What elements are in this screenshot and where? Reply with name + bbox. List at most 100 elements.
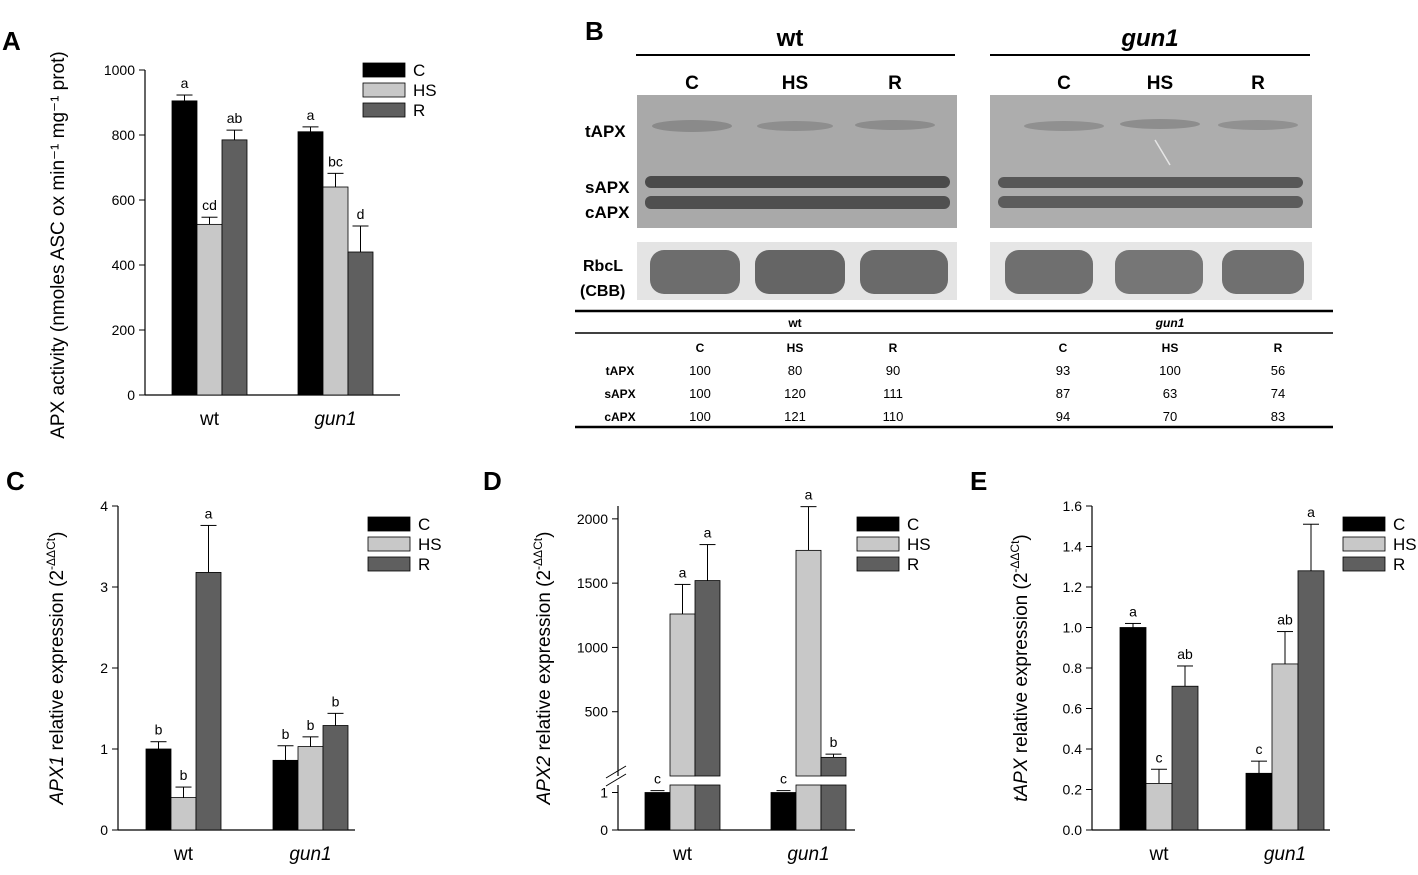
panel-b-blot: wt gun1 C HS R C HS R tAPX sAPX cAPX Rbc…: [575, 25, 1333, 429]
blot-loading-wt: [637, 242, 957, 300]
panel-d-bar-lower-wt-hs: [669, 784, 696, 831]
panel-a-legend-label-c: C: [413, 61, 425, 80]
table-cell: 94: [1056, 409, 1070, 424]
blot-lane-gun1-r: R: [1251, 73, 1265, 94]
panel-a-ytick-label: 800: [112, 127, 136, 143]
panel-e-ytick-label: 0.4: [1063, 741, 1083, 757]
blot-genotype-gun1: gun1: [1120, 25, 1178, 52]
panel-d-ytick-label: 1: [600, 785, 608, 801]
panel-d-xtick-label-wt: wt: [672, 844, 693, 865]
panel-e-sig-letter: a: [1307, 504, 1315, 520]
panel-d-letter: D: [483, 466, 502, 496]
panel-c-ytick-label: 0: [100, 822, 108, 838]
table-cell: 90: [886, 363, 900, 378]
panel-c-bar-wt-hs: [170, 797, 197, 831]
blot-label-capx: cAPX: [585, 203, 630, 222]
blot-lane-gun1-c: C: [1057, 73, 1071, 94]
panel-a-sig-letter: bc: [328, 153, 343, 169]
panel-c-bar-gun1-hs: [297, 746, 324, 831]
panel-d-sig-letter: a: [679, 564, 687, 580]
panel-a-ytick-label: 0: [127, 387, 135, 403]
panel-c-bar-gun1-r: [322, 725, 349, 831]
panel-d-sig-letter: a: [704, 525, 712, 541]
table-row-label: cAPX: [604, 410, 635, 424]
table-col-header: C: [1059, 341, 1068, 355]
panel-a-legend-label-hs: HS: [413, 81, 437, 100]
panel-a-sig-letter: a: [307, 107, 315, 123]
panel-c-legend-swatch-hs: [367, 536, 411, 552]
panel-d-bar-wt-c: [644, 792, 671, 831]
panel-d-legend-label-hs: HS: [907, 535, 931, 554]
panel-d-ytick-label: 500: [585, 704, 609, 720]
panel-e-ytick-label: 1.4: [1063, 539, 1083, 555]
panel-e-legend-label-c: C: [1393, 515, 1405, 534]
panel-c-chart: 0 1 2 3 4 b b a wt b b b gun1 APX1 relative expressio…: [44, 498, 442, 865]
table-col-header: HS: [1162, 341, 1179, 355]
panel-e-bar-wt-r: [1171, 685, 1199, 831]
panel-e-bar-gun1-hs: [1271, 663, 1299, 831]
panel-e-bar-wt-hs: [1145, 783, 1173, 831]
table-cell: 111: [883, 386, 903, 401]
panel-e-xtick-label-gun1: gun1: [1264, 844, 1306, 865]
panel-d-legend-label-r: R: [907, 555, 919, 574]
panel-e-sig-letter: ab: [1277, 612, 1293, 628]
table-cell: 74: [1271, 386, 1285, 401]
panel-a-ytick-label: 200: [112, 322, 136, 338]
panel-d-xtick-label-gun1: gun1: [787, 844, 829, 865]
panel-d-bar-gun1-r: [820, 756, 847, 777]
panel-e-legend-swatch-c: [1342, 516, 1386, 532]
blot-lane-gun1-hs: HS: [1147, 73, 1173, 94]
panel-a-sig-letter: cd: [202, 197, 217, 213]
panel-d-legend-swatch-c: [856, 516, 900, 532]
panel-a-ytick-label: 400: [112, 257, 136, 273]
panel-a-xtick-label-wt: wt: [199, 409, 220, 430]
panel-e-ytick-label: 1.0: [1063, 620, 1083, 636]
panel-e-sig-letter: a: [1129, 603, 1137, 619]
panel-a-legend-swatch-c: [362, 62, 406, 78]
panel-c-sig-letter: b: [155, 722, 163, 738]
panel-e-letter: E: [970, 466, 987, 496]
panel-c-sig-letter: b: [180, 767, 188, 783]
table-cell: 83: [1271, 409, 1285, 424]
panel-d-ytick-label: 2000: [577, 511, 608, 527]
panel-c-legend-swatch-c: [367, 516, 411, 532]
panel-e-chart: 0.0 0.2 0.4 0.6 0.8 1.0 1.2 1.4 1.6 a c ab wt c ab a gun…: [1008, 498, 1417, 865]
panel-d-bar-wt-hs: [669, 613, 696, 777]
panel-c-sig-letter: b: [282, 726, 290, 742]
panel-a-letter: A: [2, 26, 21, 56]
table-genotype-gun1: gun1: [1155, 316, 1185, 330]
table-cell: 100: [689, 409, 711, 424]
panel-b-letter: B: [585, 16, 604, 46]
panel-c-legend-label-hs: HS: [418, 535, 442, 554]
panel-c-bar-wt-c: [145, 748, 172, 831]
panel-e-xtick-label-wt: wt: [1149, 844, 1170, 865]
table-row-label: tAPX: [606, 364, 635, 378]
blot-lane-wt-r: R: [888, 73, 902, 94]
blot-lane-wt-c: C: [685, 73, 699, 94]
panel-a-sig-letter: ab: [227, 110, 243, 126]
panel-e-y-axis-label: tAPX relative expression (2-ΔΔCt): [1008, 534, 1032, 802]
panel-c-ytick-label: 3: [100, 579, 108, 595]
table-cell: 100: [689, 386, 711, 401]
panel-a-bar-wt-hs: [196, 223, 223, 396]
panel-e-sig-letter: c: [1256, 741, 1263, 757]
panel-c-y-axis-label: APX1 relative expression (2-ΔΔCt): [44, 532, 68, 806]
panel-e-ytick-label: 1.6: [1063, 498, 1083, 514]
table-cell: 87: [1056, 386, 1070, 401]
panel-e-legend-label-r: R: [1393, 555, 1405, 574]
panel-a-sig-letter: a: [181, 75, 189, 91]
table-cell: 56: [1271, 363, 1285, 378]
blot-genotype-wt: wt: [776, 25, 804, 52]
panel-c-bar-wt-r: [195, 572, 222, 831]
blot-label-sapx: sAPX: [585, 178, 630, 197]
panel-a-bar-wt-c: [171, 100, 198, 396]
panel-e-bar-gun1-r: [1297, 570, 1325, 831]
panel-d-axis-break: [605, 765, 627, 779]
panel-a-chart: 0 200 400 600 800 1000 a cd ab wt a bc d gun1 APX acti…: [48, 51, 437, 439]
table-cell: 100: [689, 363, 711, 378]
table-cell: 121: [784, 409, 806, 424]
panel-e-ytick-label: 0.6: [1063, 701, 1083, 717]
panel-e-ytick-label: 0.0: [1063, 822, 1083, 838]
blot-label-cbb: (CBB): [580, 283, 625, 300]
